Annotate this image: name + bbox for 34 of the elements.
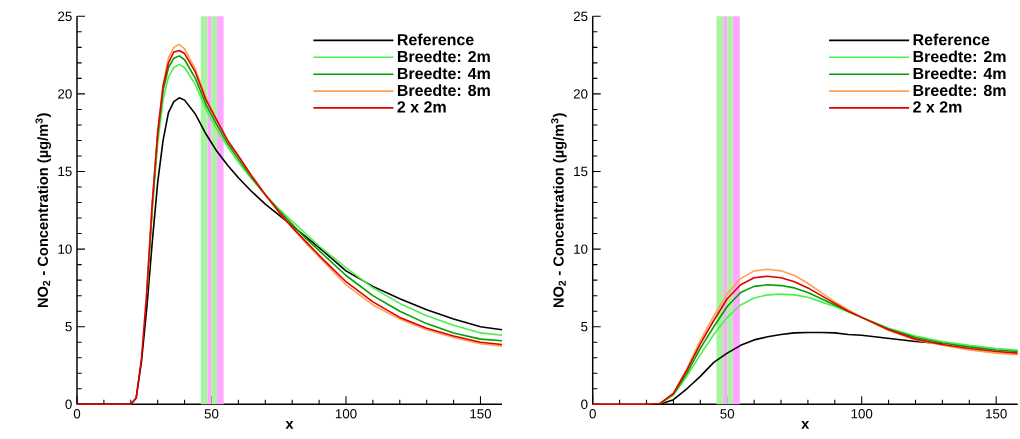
x-axis-title: x bbox=[801, 420, 810, 429]
y-tick-label: 10 bbox=[574, 244, 588, 254]
x-tick-label: 150 bbox=[986, 409, 1007, 419]
y-tick-label: 15 bbox=[574, 166, 588, 177]
y-tick-label: 5 bbox=[581, 322, 588, 332]
text: NO$_{2}$ - Concentration (µg/m$^{3}$) bbox=[551, 113, 567, 308]
x-tick-label: 100 bbox=[335, 409, 357, 419]
legend-label: Breedte: 8m bbox=[913, 84, 1006, 97]
y-tick-label: 25 bbox=[58, 11, 72, 22]
legend-label: Reference bbox=[913, 33, 990, 46]
legend-label: Breedte: 8m bbox=[397, 84, 490, 97]
y-tick-label: 0 bbox=[581, 399, 588, 410]
legend-label: Breedte: 2m bbox=[397, 50, 490, 63]
y-tick-label: 20 bbox=[58, 89, 72, 99]
x-tick-label: 50 bbox=[720, 409, 735, 419]
x-tick-label: 150 bbox=[470, 409, 492, 419]
y-tick-label: 20 bbox=[573, 89, 588, 99]
legend-label: 2 x 2m bbox=[397, 101, 446, 113]
x-tick-label: 0 bbox=[589, 409, 596, 419]
legend-label: Reference bbox=[397, 33, 474, 46]
legend-label: 2 x 2m bbox=[913, 101, 962, 113]
legend-label: Breedte: 2m bbox=[913, 50, 1006, 63]
y-tick-label: 25 bbox=[573, 11, 588, 22]
y-tick-label: 5 bbox=[65, 322, 72, 332]
x-tick-label: 100 bbox=[851, 409, 873, 419]
y-tick-label: 10 bbox=[58, 244, 72, 254]
text: NO$_{2}$ - Concentration (µg/m$^{3}$) bbox=[35, 113, 51, 308]
x-tick-label: 0 bbox=[73, 409, 81, 419]
legend-label: Breedte: 4m bbox=[397, 67, 490, 80]
legend-label: Breedte: 4m bbox=[913, 67, 1006, 80]
y-tick-label: 0 bbox=[65, 399, 72, 410]
x-axis-title: x bbox=[285, 420, 294, 429]
y-tick-label: 15 bbox=[58, 166, 72, 177]
x-tick-label: 50 bbox=[204, 409, 219, 419]
